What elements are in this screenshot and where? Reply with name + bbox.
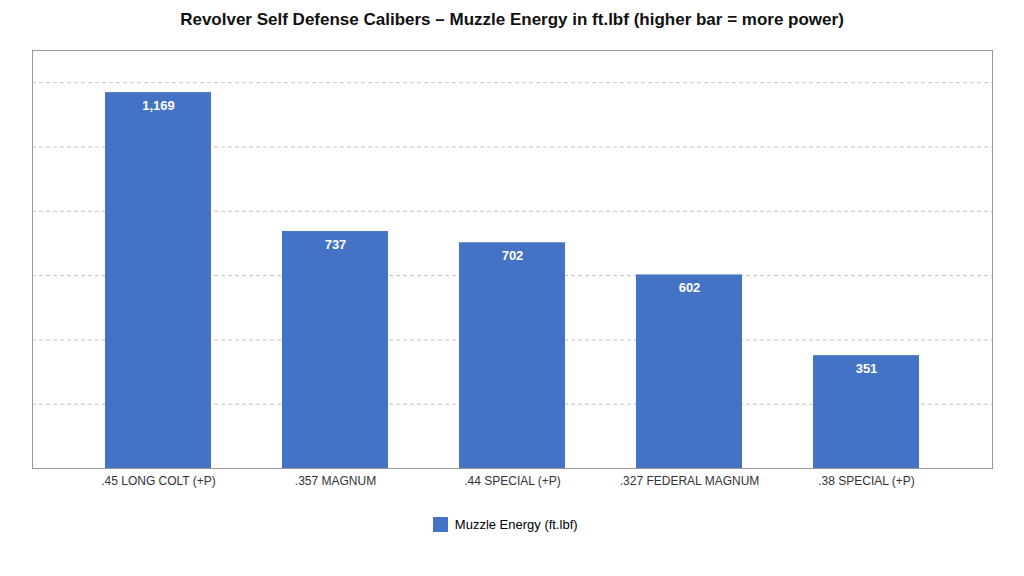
svg-text:.38 SPECIAL (+P): .38 SPECIAL (+P) — [818, 474, 915, 488]
svg-text:.357 MAGNUM: .357 MAGNUM — [295, 474, 376, 488]
html-text:Muzzle Energy (ft.lbf): Muzzle Energy (ft.lbf) — [454, 517, 578, 532]
svg-text:.327 FEDERAL MAGNUM: .327 FEDERAL MAGNUM — [620, 474, 760, 488]
svg-text:351: 351 — [856, 361, 878, 376]
svg-text:702: 702 — [502, 248, 524, 263]
html-text:Revolver Self Defense Calibers: Revolver Self Defense Calibers – Muzzle … — [180, 10, 844, 29]
svg-text:602: 602 — [679, 280, 701, 295]
svg-text:1,169: 1,169 — [142, 98, 175, 113]
svg-text:.44 SPECIAL (+P): .44 SPECIAL (+P) — [464, 474, 561, 488]
svg-text:737: 737 — [325, 237, 347, 252]
svg-text:.45 LONG COLT (+P): .45 LONG COLT (+P) — [101, 474, 216, 488]
